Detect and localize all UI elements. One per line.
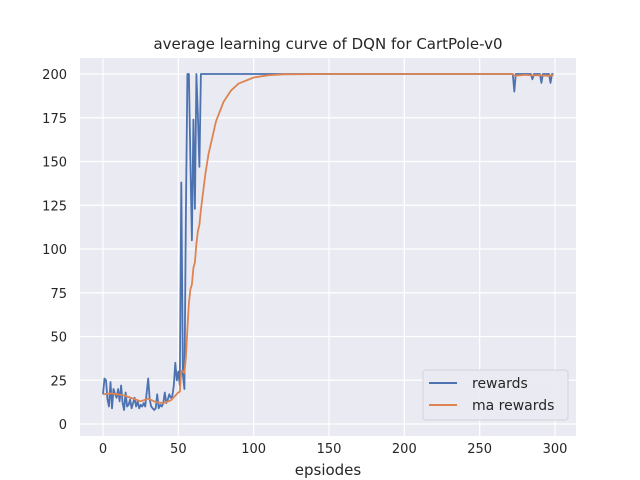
y-tick-label: 100 bbox=[42, 243, 67, 258]
x-tick-label: 0 bbox=[99, 442, 107, 457]
y-tick-label: 25 bbox=[50, 374, 67, 389]
x-tick-label: 300 bbox=[543, 442, 568, 457]
series-line-ma-rewards bbox=[102, 73, 554, 404]
grid bbox=[80, 58, 576, 436]
legend-box bbox=[422, 369, 569, 421]
legend-label-ma-rewards: ma rewards bbox=[472, 398, 554, 414]
legend-label-rewards: rewards bbox=[472, 376, 528, 392]
x-axis-label: epsiodes bbox=[295, 461, 362, 479]
series-lines bbox=[102, 73, 554, 411]
series-line-rewards bbox=[102, 73, 554, 411]
x-tick-labels: 0 50 100 150 200 250 300 bbox=[99, 442, 568, 457]
y-tick-label: 125 bbox=[42, 199, 67, 214]
x-tick-label: 200 bbox=[392, 442, 417, 457]
y-tick-label: 75 bbox=[50, 287, 67, 302]
y-tick-label: 175 bbox=[42, 112, 67, 127]
y-tick-label: 50 bbox=[50, 331, 67, 346]
legend: rewards ma rewards bbox=[422, 369, 569, 421]
y-tick-label: 0 bbox=[59, 418, 67, 433]
x-tick-label: 50 bbox=[170, 442, 187, 457]
y-tick-label: 150 bbox=[42, 156, 67, 171]
chart-title: average learning curve of DQN for CartPo… bbox=[153, 35, 502, 53]
y-tick-labels: 0 25 50 75 100 125 150 175 200 bbox=[42, 68, 67, 433]
x-tick-label: 150 bbox=[317, 442, 342, 457]
x-tick-label: 100 bbox=[241, 442, 266, 457]
y-tick-label: 200 bbox=[42, 68, 67, 83]
x-tick-label: 250 bbox=[467, 442, 492, 457]
